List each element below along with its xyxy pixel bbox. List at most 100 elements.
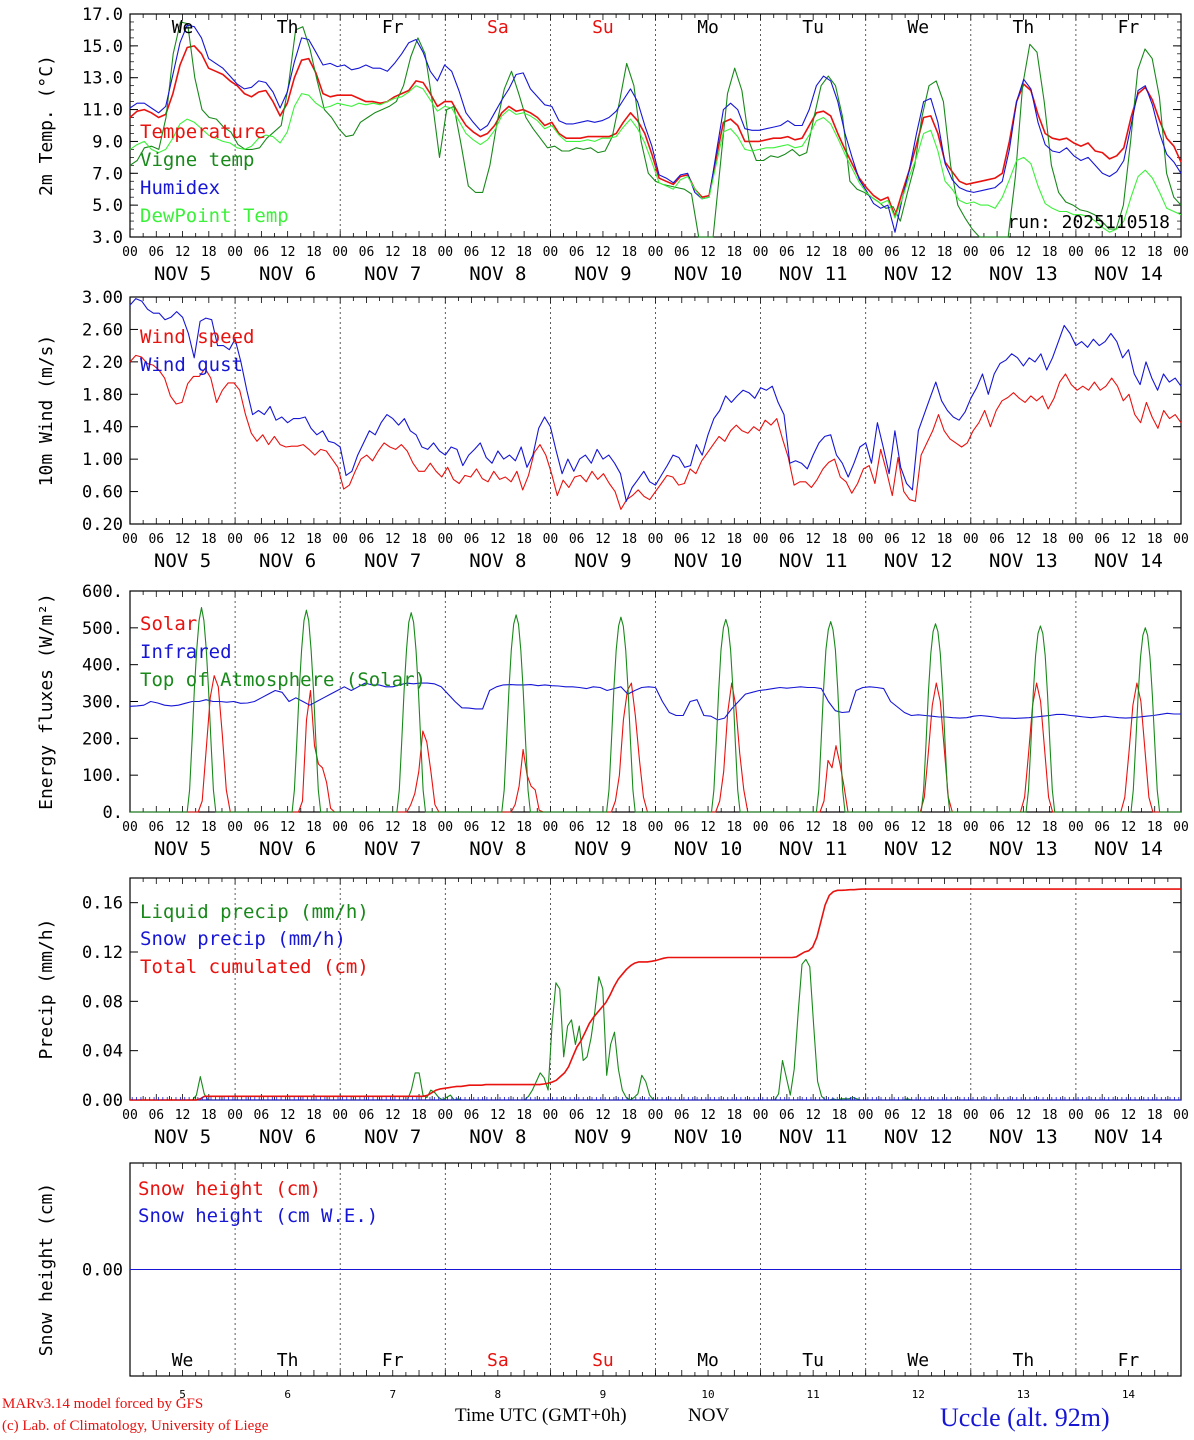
hour-label: 18 (306, 532, 322, 547)
day-label-bottom: Su (592, 1350, 614, 1371)
hour-label: 06 (148, 1108, 164, 1123)
hour-label: 06 (674, 1108, 690, 1123)
y-tick-label: 0.12 (82, 943, 123, 963)
hour-label: 18 (516, 532, 532, 547)
temp-panel: 17.0 15.0 13.0 11.0 9.0 7.0 5.0 3.0 2m Temp. (°C… (36, 5, 1189, 285)
date-label: NOV 7 (364, 838, 421, 860)
day-label-bottom: We (172, 1350, 194, 1371)
hour-label: 18 (306, 820, 322, 835)
day-label-top: Sa (487, 17, 509, 38)
date-label: NOV 12 (884, 838, 953, 860)
hour-label: 00 (437, 1108, 453, 1123)
hour-label: 12 (595, 1108, 611, 1123)
hour-label: 12 (910, 1108, 926, 1123)
date-label: NOV 5 (154, 550, 211, 572)
hour-label: 00 (543, 1108, 559, 1123)
hour-label: 18 (621, 532, 637, 547)
hour-label: 00 (122, 1108, 138, 1123)
hour-label: 06 (254, 532, 270, 547)
hour-label: 12 (1016, 1108, 1032, 1123)
wind-legend-0: Wind speed (140, 326, 254, 348)
hour-label: 00 (332, 820, 348, 835)
hour-label: 06 (989, 1108, 1005, 1123)
hour-label: 00 (437, 245, 453, 260)
y-tick-label: 0.00 (82, 1261, 123, 1281)
hour-label: 18 (411, 1108, 427, 1123)
hour-label: 12 (805, 1108, 821, 1123)
day-number: 10 (701, 1388, 714, 1401)
hour-label: 18 (832, 532, 848, 547)
date-label: NOV 12 (884, 263, 953, 285)
date-label: NOV 12 (884, 550, 953, 572)
day-number: 14 (1122, 1388, 1136, 1401)
date-label: NOV 14 (1094, 838, 1163, 860)
hour-label: 00 (437, 820, 453, 835)
hour-label: 06 (884, 1108, 900, 1123)
hour-label: 12 (490, 820, 506, 835)
day-number: 8 (495, 1388, 502, 1401)
day-label-bottom: Mo (697, 1350, 719, 1371)
run-annotation: run: 2025110518 (1007, 212, 1170, 233)
date-label: NOV 14 (1094, 550, 1163, 572)
hour-label: 12 (280, 532, 296, 547)
hour-label: 12 (385, 532, 401, 547)
hour-label: 18 (1042, 532, 1058, 547)
hour-label: 18 (201, 532, 217, 547)
precip-panel: 0.16 0.12 0.08 0.04 0.00 Precip (mm/h) Liquid … (36, 877, 1189, 1148)
y-tick-label: 3.0 (92, 228, 123, 248)
hour-label: 00 (1068, 245, 1084, 260)
hour-label: 12 (175, 532, 191, 547)
copyright: (c) Lab. of Climatology, University of L… (2, 1418, 269, 1434)
hour-label: 18 (832, 1108, 848, 1123)
hour-label: 18 (937, 245, 953, 260)
precip-ylabel: Precip (mm/h) (36, 919, 57, 1060)
hour-label: 18 (621, 820, 637, 835)
snow-legend-0: Snow height (cm) (138, 1178, 321, 1200)
hour-label: 12 (1121, 1108, 1137, 1123)
hour-label: 06 (1094, 532, 1110, 547)
hour-label: 18 (937, 1108, 953, 1123)
hour-label: 12 (175, 1108, 191, 1123)
hour-label: 06 (569, 245, 585, 260)
hour-label: 00 (543, 820, 559, 835)
hour-label: 12 (910, 245, 926, 260)
temp-legend-0: Temperature (140, 121, 266, 143)
y-tick-label: 500. (82, 619, 123, 639)
date-label: NOV 11 (779, 550, 848, 572)
y-tick-label: 15.0 (82, 37, 123, 57)
date-label: NOV 9 (574, 838, 631, 860)
y-tick-label: 11.0 (82, 101, 123, 121)
energy-ylabel: Energy fluxes (W/m²) (36, 593, 57, 810)
hour-label: 00 (648, 532, 664, 547)
wind-legend-1: Wind gust (140, 354, 243, 376)
hour-label: 00 (648, 1108, 664, 1123)
y-tick-label: 2.60 (82, 320, 123, 340)
hour-label: 06 (989, 245, 1005, 260)
hour-label: 12 (805, 532, 821, 547)
hour-label: 18 (1042, 245, 1058, 260)
precip-legend-2: Total cumulated (cm) (140, 956, 369, 978)
date-label: NOV 13 (989, 1126, 1058, 1148)
hour-label: 12 (1121, 820, 1137, 835)
hour-label: 00 (543, 532, 559, 547)
hour-label: 12 (1121, 245, 1137, 260)
wind-series-wind-gust (129, 298, 1182, 502)
snow-ylabel: Snow height (cm) (36, 1183, 57, 1356)
temp-legend-2: Humidex (140, 177, 220, 199)
day-label-top: Tu (802, 17, 824, 38)
hour-label: 00 (858, 532, 874, 547)
hour-label: 12 (385, 820, 401, 835)
hour-label: 06 (254, 820, 270, 835)
hour-label: 18 (411, 532, 427, 547)
date-label: NOV 14 (1094, 1126, 1163, 1148)
hour-label: 18 (201, 245, 217, 260)
hour-label: 12 (700, 820, 716, 835)
date-label: NOV 9 (574, 263, 631, 285)
hour-label: 06 (254, 245, 270, 260)
hour-label: 18 (937, 820, 953, 835)
hour-label: 18 (306, 1108, 322, 1123)
hour-label: 12 (595, 820, 611, 835)
hour-label: 06 (359, 532, 375, 547)
hour-label: 00 (1173, 1108, 1189, 1123)
hour-label: 00 (963, 245, 979, 260)
